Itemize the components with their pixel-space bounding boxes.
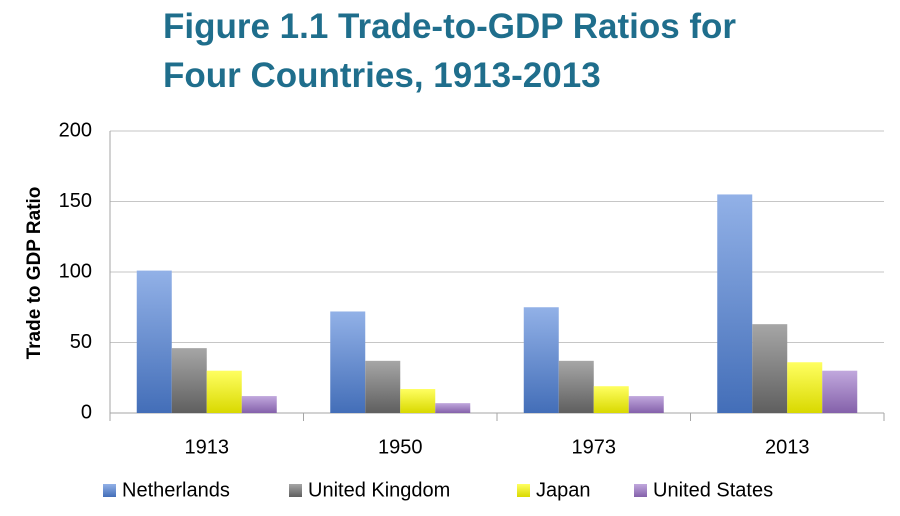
bar-japan-1913	[206, 370, 242, 413]
legend-swatch-united-states	[634, 484, 647, 497]
bar-japan-1973	[593, 386, 629, 413]
chart-title-line-1: Figure 1.1 Trade-to-GDP Ratios for	[163, 7, 737, 46]
legend-swatch-united-kingdom	[289, 484, 302, 497]
x-tick-label-1913: 1913	[185, 436, 230, 458]
bar-netherlands-2013	[717, 194, 753, 413]
bar-netherlands-1913	[136, 270, 172, 413]
y-tick-label-50: 50	[70, 331, 92, 353]
bar-united-kingdom-1973	[558, 360, 594, 413]
legend-label-united-states: United States	[653, 479, 773, 501]
legend-label-netherlands: Netherlands	[122, 479, 230, 501]
legend-label-united-kingdom: United Kingdom	[308, 479, 450, 501]
x-tick-label-2013: 2013	[765, 436, 810, 458]
bar-united-states-2013	[822, 370, 858, 413]
chart-title: Figure 1.1 Trade-to-GDP Ratios for Four …	[163, 2, 883, 100]
y-tick-labels: 0 50 100 150 200	[59, 119, 92, 423]
legend: Netherlands United Kingdom Japan United Sta…	[103, 479, 773, 501]
bar-united-states-1973	[628, 396, 664, 413]
legend-label-japan: Japan	[536, 479, 591, 501]
bar-united-kingdom-2013	[752, 324, 788, 413]
bar-japan-2013	[787, 362, 823, 413]
bar-united-states-1913	[241, 396, 277, 413]
bar-japan-1950	[400, 389, 436, 413]
y-axis-label: Trade to GDP Ratio	[24, 187, 45, 360]
bars	[136, 194, 858, 413]
y-tick-label-0: 0	[81, 401, 92, 423]
bar-netherlands-1950	[330, 311, 366, 413]
legend-swatch-japan	[517, 484, 530, 497]
bar-united-kingdom-1950	[365, 360, 401, 413]
x-tick-label-1950: 1950	[378, 436, 423, 458]
chart-title-line-2: Four Countries, 1913-2013	[163, 56, 601, 95]
x-tick-labels: 1913 1950 1973 2013	[185, 436, 810, 458]
y-tick-label-150: 150	[59, 190, 92, 212]
y-tick-label-200: 200	[59, 119, 92, 141]
bar-united-kingdom-1913	[171, 348, 207, 413]
bar-netherlands-1973	[523, 307, 559, 413]
bar-united-states-1950	[435, 403, 471, 413]
legend-swatch-netherlands	[103, 484, 116, 497]
y-tick-label-100: 100	[59, 260, 92, 282]
x-tick-label-1973: 1973	[572, 436, 617, 458]
